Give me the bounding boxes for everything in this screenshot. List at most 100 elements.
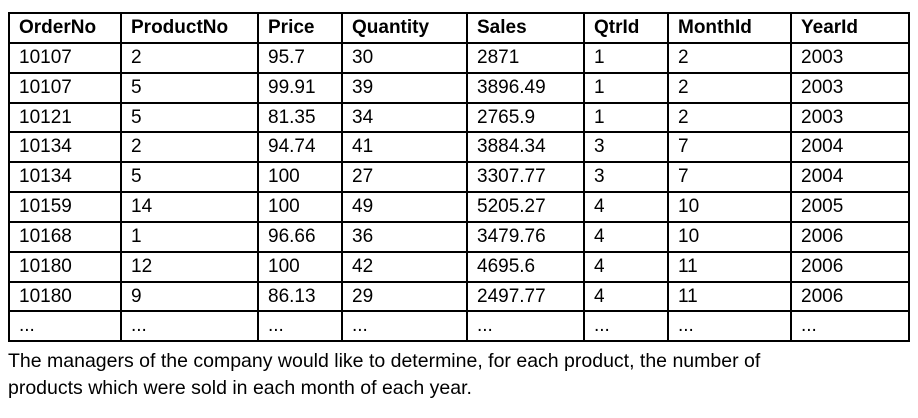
table-cell: 3896.49: [466, 71, 585, 104]
table-cell: 10: [667, 191, 792, 223]
table-cell: 99.91: [257, 71, 343, 104]
table-cell: 10107: [8, 41, 122, 74]
table-cell: 11: [667, 250, 792, 283]
table-cell: ...: [120, 310, 259, 343]
column-header-yearid: YearId: [790, 12, 910, 44]
table-cell: 39: [341, 71, 468, 104]
column-header-productno: ProductNo: [120, 12, 259, 44]
table-cell: 4: [583, 220, 669, 253]
table-cell: 4: [583, 250, 669, 283]
table-header-row: OrderNo ProductNo Price Quantity Sales Q…: [8, 12, 910, 44]
column-header-price: Price: [257, 12, 343, 44]
table-cell: 100: [257, 191, 343, 223]
table-cell: 10134: [8, 161, 122, 194]
table-cell: 7: [667, 131, 792, 164]
table-row: 10134 5 100 27 3307.77 3 7 2004: [8, 161, 910, 194]
table-cell: 1: [120, 220, 259, 253]
table-cell: 3: [583, 161, 669, 194]
table-cell: 11: [667, 280, 792, 313]
table-row: 10134 2 94.74 41 3884.34 3 7 2004: [8, 131, 910, 164]
table-cell: 10180: [8, 250, 122, 283]
table-cell: ...: [466, 310, 585, 343]
table-cell: 100: [257, 161, 343, 194]
table-row: 10107 5 99.91 39 3896.49 1 2 2003: [8, 71, 910, 104]
table-cell: 34: [341, 101, 468, 134]
table-cell: 10168: [8, 220, 122, 253]
table-cell: 2497.77: [466, 280, 585, 313]
table-cell: 1: [583, 101, 669, 134]
table-cell: 27: [341, 161, 468, 194]
table-cell: 3884.34: [466, 131, 585, 164]
table-cell: 2003: [790, 41, 910, 74]
table-cell: ...: [8, 310, 122, 343]
table-cell: 2003: [790, 101, 910, 134]
table-cell: 2003: [790, 71, 910, 104]
table-cell: 95.7: [257, 41, 343, 74]
table-cell: 10134: [8, 131, 122, 164]
table-cell: 2: [667, 71, 792, 104]
table-cell: 1: [583, 41, 669, 74]
table-cell: 7: [667, 161, 792, 194]
table-cell: 2871: [466, 41, 585, 74]
table-cell: 5: [120, 161, 259, 194]
table-cell: 29: [341, 280, 468, 313]
table-cell: ...: [667, 310, 792, 343]
table-cell: 5205.27: [466, 191, 585, 223]
table-cell: 10159: [8, 191, 122, 223]
table-row: 10107 2 95.7 30 2871 1 2 2003: [8, 41, 910, 74]
table-cell: 2: [120, 131, 259, 164]
orders-table: OrderNo ProductNo Price Quantity Sales Q…: [8, 12, 910, 343]
table-cell: 4: [583, 280, 669, 313]
table-cell: 2765.9: [466, 101, 585, 134]
table-row: 10168 1 96.66 36 3479.76 4 10 2006: [8, 220, 910, 253]
column-header-qtrid: QtrId: [583, 12, 669, 44]
table-cell: ...: [341, 310, 468, 343]
table-cell: 2: [667, 101, 792, 134]
table-cell: 96.66: [257, 220, 343, 253]
table-cell: 10180: [8, 280, 122, 313]
table-cell: 2: [120, 41, 259, 74]
table-cell: 41: [341, 131, 468, 164]
table-cell: ...: [257, 310, 343, 343]
table-cell: 42: [341, 250, 468, 283]
table-cell: 12: [120, 250, 259, 283]
table-cell: 5: [120, 71, 259, 104]
table-cell: 4695.6: [466, 250, 585, 283]
table-cell: 49: [341, 191, 468, 223]
table-cell: 2004: [790, 131, 910, 164]
column-header-quantity: Quantity: [341, 12, 468, 44]
table-cell: 10: [667, 220, 792, 253]
table-cell: 10107: [8, 71, 122, 104]
table-cell: 2004: [790, 161, 910, 194]
table-row: 10180 12 100 42 4695.6 4 11 2006: [8, 250, 910, 283]
table-cell: 9: [120, 280, 259, 313]
table-row: 10180 9 86.13 29 2497.77 4 11 2006: [8, 280, 910, 313]
table-cell: 30: [341, 41, 468, 74]
table-cell: 4: [583, 191, 669, 223]
table-cell: 14: [120, 191, 259, 223]
table-ellipsis-row: ... ... ... ... ... ... ... ...: [8, 310, 910, 343]
table-cell: 100: [257, 250, 343, 283]
table-cell: ...: [790, 310, 910, 343]
table-row: 10159 14 100 49 5205.27 4 10 2005: [8, 191, 910, 223]
table-cell: 3307.77: [466, 161, 585, 194]
table-cell: 10121: [8, 101, 122, 134]
table-cell: 2: [667, 41, 792, 74]
table-cell: 36: [341, 220, 468, 253]
table-cell: 1: [583, 71, 669, 104]
column-header-sales: Sales: [466, 12, 585, 44]
table-cell: 94.74: [257, 131, 343, 164]
table-row: 10121 5 81.35 34 2765.9 1 2 2003: [8, 101, 910, 134]
table-cell: 81.35: [257, 101, 343, 134]
table-cell: 2006: [790, 220, 910, 253]
table-cell: 2006: [790, 280, 910, 313]
column-header-orderno: OrderNo: [8, 12, 122, 44]
table-cell: 3: [583, 131, 669, 164]
table-cell: 2006: [790, 250, 910, 283]
table-cell: 2005: [790, 191, 910, 223]
table-cell: 86.13: [257, 280, 343, 313]
table-cell: 3479.76: [466, 220, 585, 253]
table-caption-text: The managers of the company would like t…: [8, 350, 761, 399]
column-header-monthid: MonthId: [667, 12, 792, 44]
table-cell: ...: [583, 310, 669, 343]
